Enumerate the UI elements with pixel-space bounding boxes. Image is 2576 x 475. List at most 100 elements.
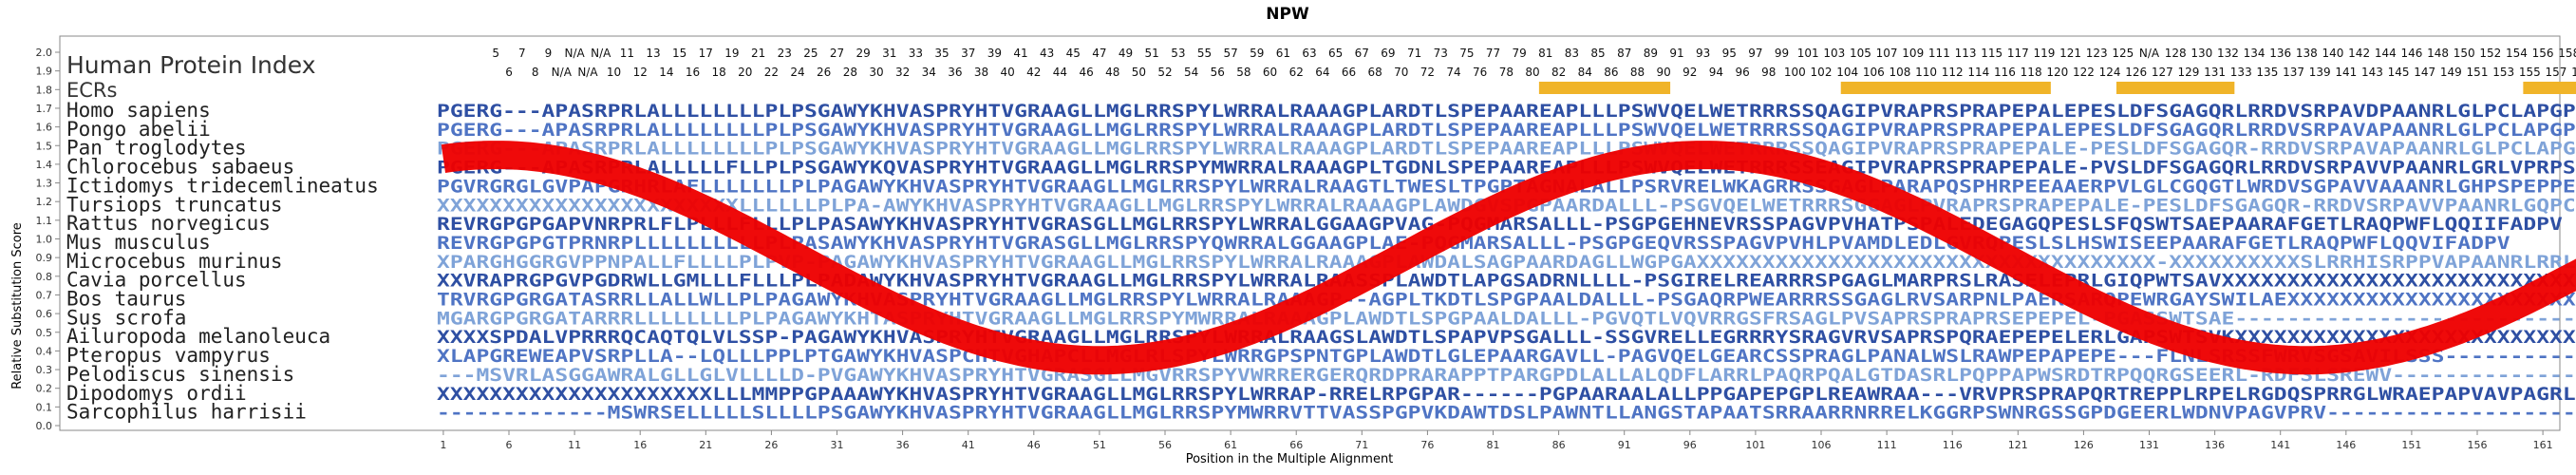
- protein-index-label: 145: [2388, 66, 2410, 79]
- protein-index-label: 29: [856, 47, 871, 60]
- x-tick-label: 6: [506, 439, 513, 451]
- protein-index-label: 112: [1942, 66, 1964, 79]
- protein-index-label: 131: [2204, 66, 2226, 79]
- x-tick-label: 151: [2401, 439, 2421, 451]
- protein-index-label: 56: [1211, 66, 1225, 79]
- protein-index-label: 122: [2073, 66, 2095, 79]
- protein-index-label: 8: [532, 66, 539, 79]
- protein-index-label: 22: [764, 66, 779, 79]
- y-tick-label: 0.1: [36, 401, 53, 413]
- protein-index-label: 87: [1617, 47, 1631, 60]
- y-tick-label: 1.5: [36, 140, 53, 152]
- y-tick-label: 0.8: [36, 271, 53, 283]
- x-tick-label: 41: [962, 439, 975, 451]
- x-tick-label: 136: [2205, 439, 2225, 451]
- y-tick-label: 1.6: [36, 122, 53, 134]
- protein-index-label: 33: [909, 47, 923, 60]
- protein-index-label: 72: [1420, 66, 1435, 79]
- protein-index-label: 36: [948, 66, 962, 79]
- protein-index-label: 134: [2244, 47, 2266, 60]
- protein-index-label: 26: [817, 66, 831, 79]
- protein-index-label: 12: [633, 66, 648, 79]
- protein-index-label: 35: [934, 47, 949, 60]
- x-tick-label: 111: [1877, 439, 1897, 451]
- score-line: [435, 141, 2576, 375]
- protein-index-label: 110: [1915, 66, 1937, 79]
- y-tick-label: 1.3: [36, 178, 53, 190]
- x-tick-label: 56: [1158, 439, 1172, 451]
- protein-index-label: 153: [2492, 66, 2514, 79]
- y-tick-label: 1.9: [36, 66, 53, 78]
- ecr-label: ECRs: [66, 79, 117, 102]
- protein-index-label: 63: [1302, 47, 1316, 60]
- protein-index-label: 17: [699, 47, 713, 60]
- species-label: Sarcophilus harrisii: [66, 401, 307, 424]
- y-tick-label: 1.1: [36, 215, 53, 227]
- x-tick-label: 141: [2270, 439, 2290, 451]
- ecr-regions: [1538, 82, 2576, 94]
- protein-index-label: 148: [2427, 47, 2449, 60]
- y-tick-label: 0.3: [36, 364, 53, 376]
- protein-index-label: 102: [1811, 66, 1833, 79]
- species-label: Rattus norvegicus: [66, 212, 271, 235]
- sequence-row: TRVRGPGRGATASRRLLALLWLLPLPAGAWYKHVASPRYH…: [437, 290, 2576, 311]
- protein-index-label: 7: [518, 47, 526, 60]
- protein-index-label: 92: [1683, 66, 1697, 79]
- x-tick-label: 51: [1093, 439, 1106, 451]
- protein-index-label: 20: [738, 66, 752, 79]
- protein-index-label: 106: [1863, 66, 1885, 79]
- protein-index-label: 121: [2059, 47, 2081, 60]
- protein-index-label: 59: [1250, 47, 1264, 60]
- protein-index-label: 156: [2532, 47, 2554, 60]
- x-tick-label: 86: [1552, 439, 1566, 451]
- x-tick-label: 21: [699, 439, 712, 451]
- ecr-band: [2523, 82, 2576, 94]
- protein-index-label: 80: [1525, 66, 1539, 79]
- sequence-row: PGVRGRGLGVPAPGRHRLAFLLLLLLLPLPAGAWYKHVAS…: [437, 176, 2576, 197]
- y-tick-label: 0.2: [36, 383, 53, 395]
- protein-index-label: 142: [2348, 47, 2370, 60]
- protein-index-label: 154: [2506, 47, 2528, 60]
- protein-index-label: 30: [869, 66, 883, 79]
- species-label: Pongo abelii: [66, 118, 211, 141]
- protein-index-label: 44: [1053, 66, 1067, 79]
- sequence-row: REVRGPGPGAPVNRPRLFLPLLLFLLLPLPASAWYKHVAS…: [437, 214, 2563, 235]
- sequence-row: PGERG---APASRPRLALLLLLLLLPLPSGAWYKHVASPR…: [437, 139, 2576, 160]
- y-axis-label: Relative Substitution Score: [10, 222, 25, 390]
- protein-index-label: 125: [2112, 47, 2134, 60]
- protein-index-label: 81: [1538, 47, 1552, 60]
- protein-index-label: 38: [974, 66, 988, 79]
- protein-index-label: 111: [1928, 47, 1950, 60]
- x-tick-label: 146: [2336, 439, 2356, 451]
- protein-index-label: 46: [1079, 66, 1093, 79]
- protein-index-label: 50: [1132, 66, 1146, 79]
- protein-index-label: 23: [778, 47, 792, 60]
- protein-index-label: 51: [1145, 47, 1159, 60]
- protein-index-label: 14: [659, 66, 673, 79]
- protein-index-label: 104: [1836, 66, 1858, 79]
- protein-index-label: 53: [1171, 47, 1185, 60]
- y-tick-label: 1.2: [36, 196, 53, 208]
- protein-index-label: 19: [724, 47, 739, 60]
- protein-index-label: 58: [1236, 66, 1250, 79]
- ecr-band: [1538, 82, 1671, 94]
- protein-index-label: 124: [2099, 66, 2121, 79]
- protein-index-label: 43: [1040, 47, 1054, 60]
- protein-index-label: 31: [882, 47, 896, 60]
- protein-index-label: 40: [1001, 66, 1015, 79]
- x-tick-label: 96: [1683, 439, 1697, 451]
- sequence-row: -------------MSWRSELLLLLSLLLLPSGAWYKHVAS…: [437, 403, 2576, 424]
- protein-index-label: 62: [1289, 66, 1304, 79]
- species-label: Chlorocebus sabaeus: [66, 156, 294, 179]
- x-tick-label: 161: [2533, 439, 2553, 451]
- substitution-score-curve: [435, 141, 2576, 375]
- sequence-row: XXVRAPRGPGVPGDRWLLGMLLLFLLLPLPADAWYKHVAS…: [437, 271, 2576, 292]
- sequence-row: XPARGHGGRGVPPNPALLFLLLLPLPVP-PAGAWYKHVAS…: [437, 252, 2576, 273]
- species-label: Tursiops truncatus: [66, 193, 283, 216]
- chart-title: NPW: [1266, 5, 1309, 24]
- protein-index-label: 37: [961, 47, 975, 60]
- protein-index-label: 157: [2545, 66, 2567, 79]
- protein-index-label: 78: [1499, 66, 1514, 79]
- protein-index-label: 85: [1590, 47, 1605, 60]
- protein-index-label: 93: [1696, 47, 1710, 60]
